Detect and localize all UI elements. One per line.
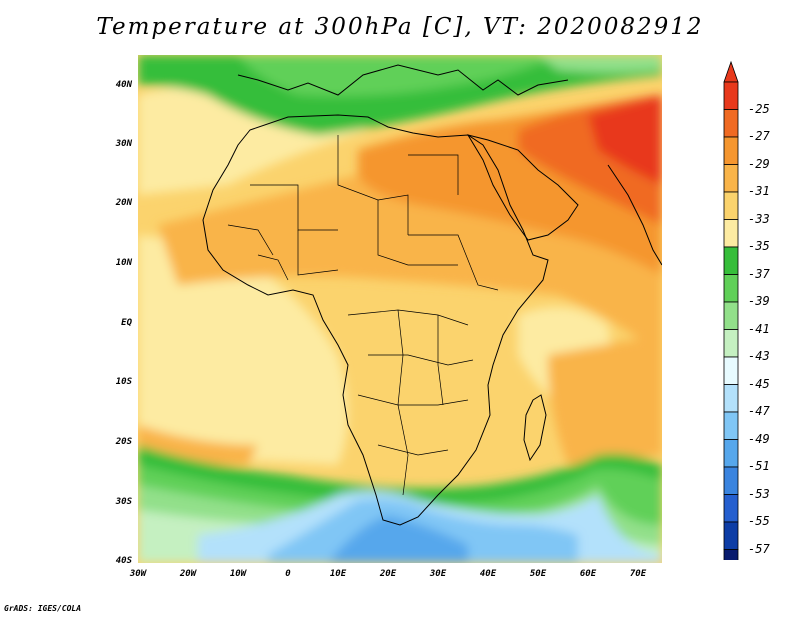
- colorbar-swatch: [723, 246, 739, 275]
- colorbar-level-label: -39: [748, 294, 770, 308]
- colorbar-swatch: [723, 81, 739, 110]
- lon-label-10w: 10W: [229, 569, 247, 579]
- colorbar-swatch: [723, 164, 739, 193]
- colorbar-swatch: [723, 356, 739, 385]
- lat-label-40s: 40S: [115, 556, 132, 566]
- border-line: [297, 230, 339, 276]
- lat-label-10n: 10N: [115, 258, 132, 268]
- colorbar-swatch: [723, 466, 739, 495]
- coastlines: [202, 64, 662, 526]
- border-line: [368, 354, 474, 366]
- colorbar-swatch: [723, 136, 739, 165]
- colorbar-swatch: [723, 191, 739, 220]
- lon-label-0: 0: [285, 569, 291, 579]
- border-line: [397, 309, 409, 496]
- lat-label-10s: 10S: [115, 377, 132, 387]
- colorbar-swatch: [723, 301, 739, 330]
- colorbar-swatch: [723, 384, 739, 413]
- band-minus35-south: [138, 235, 348, 465]
- border-line: [347, 309, 469, 326]
- country-borders: [227, 135, 499, 496]
- colorbar-swatch: [723, 521, 739, 550]
- border-line: [257, 254, 289, 281]
- border-line: [357, 394, 469, 406]
- band-minus39-north: [238, 55, 558, 97]
- lon-label-70e: 70E: [629, 569, 647, 579]
- lat-label-30n: 30N: [115, 139, 132, 149]
- band-minus31-southeast: [548, 335, 662, 465]
- lon-label-40e: 40E: [479, 569, 497, 579]
- lon-label-60e: 60E: [579, 569, 597, 579]
- colorbar-level-label: -51: [748, 459, 770, 473]
- band-minus49-south: [328, 515, 468, 563]
- colorbar-level-label: -35: [748, 239, 770, 253]
- colorbar-swatch: [723, 219, 739, 248]
- europe-coastline: [237, 64, 569, 96]
- border-line: [227, 224, 274, 256]
- border-line: [408, 234, 499, 291]
- colorbar-level-label: -29: [748, 156, 770, 171]
- lon-label-20e: 20E: [379, 569, 397, 579]
- colorbar-level-label: -47: [748, 404, 770, 418]
- credit-text: GrADS: IGES/COLA: [4, 604, 82, 613]
- colorbar-level-label: -31: [748, 184, 770, 198]
- border-line: [377, 444, 449, 456]
- colorbar-level-label: -37: [748, 266, 770, 281]
- colorbar-level-label: -33: [748, 211, 770, 226]
- lon-label-50e: 50E: [529, 569, 547, 579]
- border-line: [408, 154, 459, 195]
- colorbar-level-label: -43: [748, 349, 770, 363]
- lon-label-30e: 30E: [429, 569, 447, 579]
- border-line: [377, 200, 458, 266]
- colorbar-swatch: [723, 439, 739, 468]
- arabian-peninsula-coastline: [466, 134, 579, 241]
- border-line: [250, 184, 338, 231]
- colorbar-level-label: -45: [748, 376, 770, 391]
- colorbar-level-label: -27: [748, 129, 770, 143]
- colorbar-swatch: [723, 274, 739, 303]
- lat-label-30s: 30S: [115, 497, 132, 507]
- lat-label-20n: 20N: [115, 198, 132, 208]
- colorbar-level-label: -41: [748, 321, 770, 336]
- band-minus41-north: [538, 55, 662, 73]
- africa-coastline: [202, 114, 549, 526]
- lon-label-20w: 20W: [179, 569, 197, 579]
- colorbar-swatch: [723, 329, 739, 358]
- colorbar-legend: -25 -27 -29 -31 -33 -35 -37 -39 -41 -43 -45 -47 -49 -…: [722, 60, 800, 599]
- madagascar-coastline: [523, 394, 547, 462]
- colorbar-swatch: [723, 494, 739, 523]
- colorbar-level-label: -55: [748, 514, 770, 528]
- colorbar-swatch: [723, 411, 739, 440]
- band-minus35-north: [138, 87, 368, 195]
- colorbar-level-label: -49: [748, 431, 770, 446]
- temperature-map: [138, 55, 662, 563]
- colorbar-level-label: -25: [748, 101, 770, 116]
- border-line: [437, 315, 444, 406]
- map-title: Temperature at 300hPa [C], VT: 202008291…: [96, 14, 704, 40]
- map-plot-area: [138, 55, 662, 563]
- lon-label-10e: 10E: [329, 569, 347, 579]
- lon-label-30w: 30W: [129, 569, 147, 579]
- lat-label-20s: 20S: [115, 437, 132, 447]
- colorbar-level-label: -53: [748, 486, 770, 501]
- colorbar-swatch: [723, 109, 739, 138]
- band-minus25: [588, 95, 662, 185]
- colorbar: [723, 60, 739, 599]
- colorbar-top-arrow: [723, 60, 739, 83]
- colorbar-swatch: [723, 549, 739, 578]
- india-coastline: [607, 164, 662, 266]
- lat-label-eq: EQ: [121, 318, 132, 328]
- lat-label-40n: 40N: [115, 80, 132, 90]
- colorbar-level-label: -57: [748, 541, 770, 556]
